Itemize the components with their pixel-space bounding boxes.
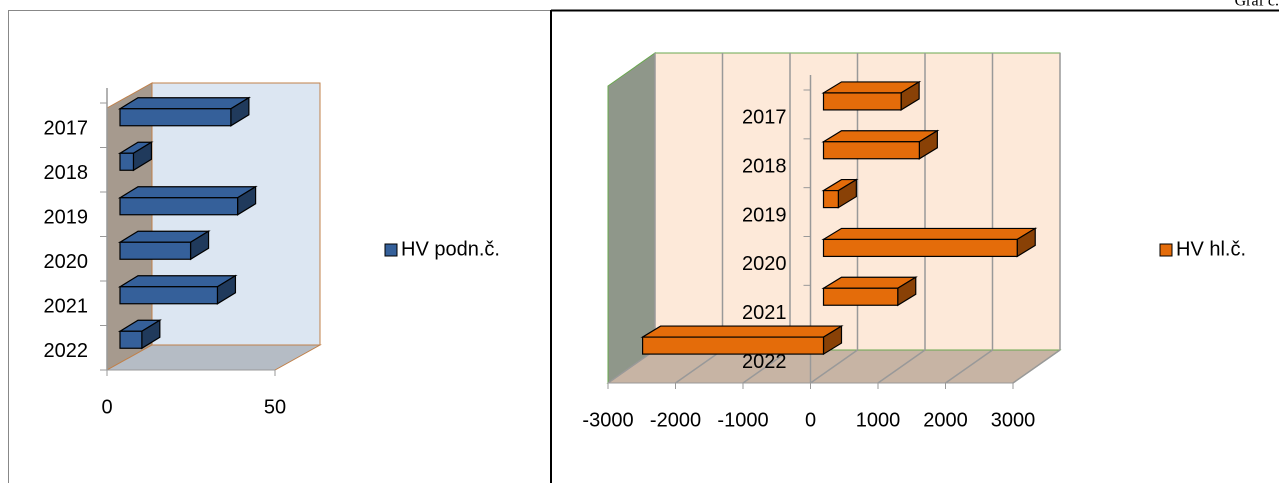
bar-top xyxy=(640,325,844,338)
bar xyxy=(119,108,232,127)
header: Graf č. xyxy=(1235,0,1279,10)
x-tick-label: 3000 xyxy=(991,409,1036,431)
bar-top xyxy=(117,97,252,110)
bar xyxy=(119,241,192,260)
bar-top xyxy=(117,186,258,199)
y-tick-label: 2022 xyxy=(742,351,787,373)
y-tick-label: 2017 xyxy=(44,118,89,140)
bar xyxy=(822,189,839,209)
x-tick-label: 0 xyxy=(805,409,816,431)
y-tick-label: 2021 xyxy=(44,296,89,318)
bar xyxy=(822,141,920,160)
bar xyxy=(119,286,219,305)
grid-line xyxy=(945,349,993,384)
bar xyxy=(119,330,143,349)
bar xyxy=(641,336,825,355)
grid-line xyxy=(675,349,723,384)
x-tick-label: 2000 xyxy=(923,409,968,431)
y-tick-label: 2020 xyxy=(742,253,787,275)
bar xyxy=(119,152,135,171)
bar xyxy=(822,287,899,306)
y-tick-label: 2018 xyxy=(742,156,787,178)
y-tick-label: 2017 xyxy=(742,107,787,129)
legend-swatch xyxy=(384,243,398,257)
grid-line xyxy=(810,349,858,384)
y-tick-label: 2020 xyxy=(44,251,89,273)
legend-label: HV hl.č. xyxy=(1176,238,1246,260)
y-tick-label: 2022 xyxy=(44,340,89,362)
y-tick-label: 2018 xyxy=(44,162,89,184)
grid-line xyxy=(877,349,926,384)
x-tick-label: -2000 xyxy=(650,409,701,431)
legend-label: HV podn.č. xyxy=(401,238,500,260)
legend-swatch xyxy=(1159,243,1173,257)
x-tick-label: 50 xyxy=(264,396,286,418)
y-tick-label: 2021 xyxy=(742,302,787,324)
y-tick-label: 2019 xyxy=(742,204,787,226)
bar xyxy=(822,238,1018,258)
bar-top xyxy=(117,275,238,288)
bar-top xyxy=(821,227,1038,241)
grid-line xyxy=(742,349,791,384)
x-tick-label: -3000 xyxy=(582,409,633,431)
bar-top xyxy=(821,130,940,143)
grid-line xyxy=(607,349,656,384)
grid-line xyxy=(1012,349,1061,384)
bar xyxy=(822,92,902,111)
bar xyxy=(119,197,239,216)
x-tick-label: 1000 xyxy=(856,409,901,431)
x-tick-label: 0 xyxy=(101,396,112,418)
y-tick-label: 2019 xyxy=(44,207,89,229)
x-tick-label: -1000 xyxy=(717,409,768,431)
